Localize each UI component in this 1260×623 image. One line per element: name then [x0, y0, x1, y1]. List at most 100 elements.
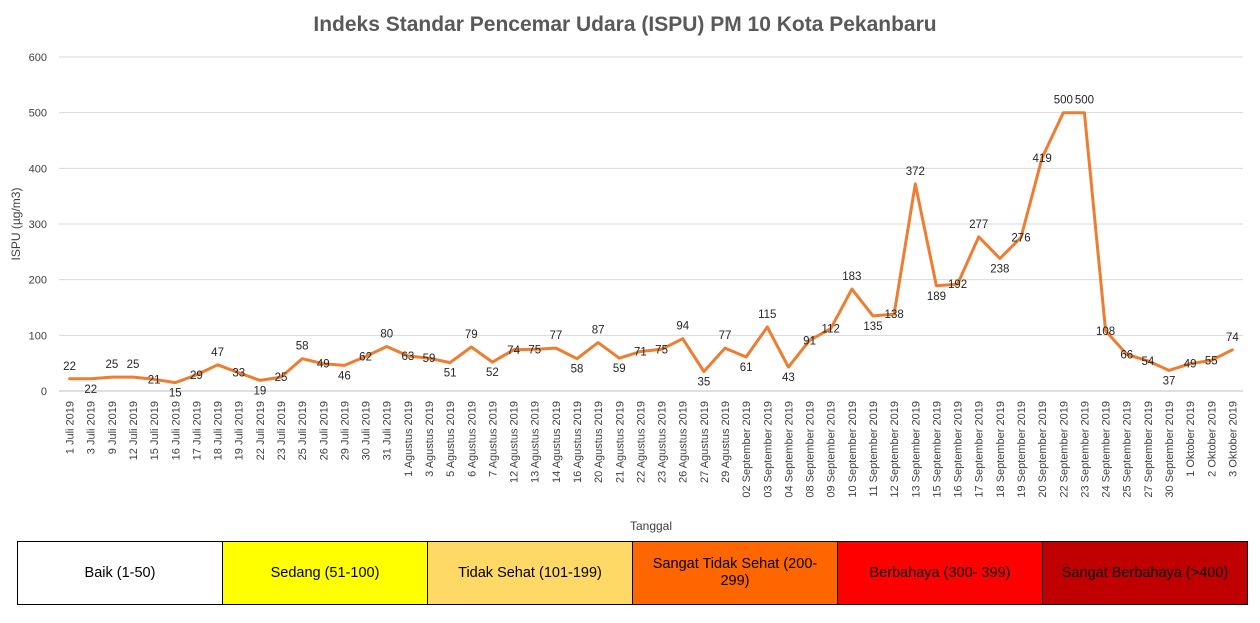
data-label: 71 [634, 346, 647, 358]
x-tick-label: 23 September 2019 [1079, 401, 1091, 498]
data-label: 372 [906, 166, 925, 178]
x-tick-label: 9 Juli 2019 [107, 401, 119, 454]
data-label: 59 [613, 363, 626, 375]
x-tick-label: 08 September 2019 [805, 401, 817, 498]
x-tick-label: 14 Agustus 2019 [551, 401, 563, 483]
chart-title: Indeks Standar Pencemar Udara (ISPU) PM … [313, 13, 936, 36]
data-label: 108 [1096, 326, 1115, 338]
data-label: 25 [127, 359, 140, 371]
data-label: 66 [1120, 349, 1133, 361]
legend-tidak-sehat: Tidak Sehat (101-199) [428, 542, 633, 604]
legend-sedang-label: Sedang (51-100) [270, 564, 380, 581]
ispu-line-chart: Indeks Standar Pencemar Udara (ISPU) PM … [9, 13, 1243, 533]
x-tick-label: 30 September 2019 [1164, 401, 1176, 498]
legend-berbahaya-label: Berbahaya (300- 399) [869, 564, 1011, 581]
data-label: 46 [338, 370, 351, 382]
x-tick-label: 03 September 2019 [762, 401, 774, 498]
data-label: 77 [719, 330, 732, 342]
data-label: 25 [275, 372, 288, 384]
legend-sangat-tidak-sehat: Sangat Tidak Sehat (200-299) [633, 542, 838, 604]
data-labels: 22 22 25 25 21 15 29 47 33 19 25 58 49 46 62 80 63 59 51 79… [63, 95, 1239, 400]
x-tick-label: 1 Agustus 2019 [403, 401, 415, 477]
series-line [68, 111, 1234, 385]
y-tick-label: 200 [29, 275, 47, 287]
data-label: 500 [1075, 95, 1094, 107]
x-tick-label: 04 September 2019 [783, 401, 795, 498]
data-label: 189 [927, 291, 946, 303]
data-label: 54 [1141, 356, 1154, 368]
legend-baik: Baik (1-50) [18, 542, 223, 604]
x-tick-label: 1 Oktober 2019 [1185, 401, 1197, 477]
x-tick-label: 16 September 2019 [953, 401, 965, 498]
x-tick-label: 1 Juli 2019 [65, 401, 77, 454]
x-tick-label: 10 September 2019 [847, 401, 859, 498]
x-tick-label: 09 September 2019 [826, 401, 838, 498]
data-label: 80 [380, 328, 393, 340]
legend-sangat-berbahaya-label: Sangat Berbahaya (>400) [1061, 564, 1229, 581]
y-axis-label: ISPU (µg/m3) [9, 188, 23, 261]
x-tick-label: 24 September 2019 [1101, 401, 1113, 498]
legend-sedang: Sedang (51-100) [223, 542, 428, 604]
x-tick-label: 16 Agustus 2019 [572, 401, 584, 483]
x-tick-label: 29 Agustus 2019 [720, 401, 732, 483]
data-label: 37 [1163, 375, 1176, 387]
data-label: 500 [1054, 95, 1073, 107]
y-tick-label: 500 [29, 108, 47, 120]
data-label: 238 [990, 264, 1009, 276]
data-label: 52 [486, 367, 499, 379]
x-tick-label: 18 September 2019 [995, 401, 1007, 498]
data-label: 79 [465, 329, 478, 341]
data-label: 112 [822, 324, 840, 336]
data-label: 75 [655, 344, 668, 356]
data-label: 74 [1226, 332, 1239, 344]
data-label: 58 [296, 341, 309, 353]
x-tick-label: 23 Agustus 2019 [657, 401, 669, 483]
data-label: 22 [63, 361, 76, 373]
x-tick-label: 12 Juli 2019 [128, 401, 140, 460]
x-tick-label: 29 Juli 2019 [339, 401, 351, 460]
y-tick-label: 300 [29, 219, 47, 231]
data-label: 115 [758, 309, 776, 321]
data-label: 87 [592, 325, 605, 337]
x-tick-label: 27 September 2019 [1143, 401, 1155, 498]
x-tick-label: 6 Agustus 2019 [466, 401, 478, 477]
y-tick-label: 0 [41, 386, 47, 398]
data-label: 74 [507, 345, 520, 357]
data-label: 22 [84, 384, 97, 396]
data-label: 29 [190, 370, 203, 382]
y-tick-label: 600 [29, 52, 47, 64]
x-tick-label: 2 Oktober 2019 [1206, 401, 1218, 477]
data-label: 94 [676, 321, 689, 333]
x-tick-label: 11 September 2019 [868, 401, 880, 497]
data-label: 138 [885, 309, 904, 321]
legend-baik-label: Baik (1-50) [84, 564, 156, 581]
x-tick-label: 3 Agustus 2019 [424, 401, 436, 477]
x-tick-label: 7 Agustus 2019 [487, 401, 499, 477]
data-label: 419 [1033, 153, 1052, 165]
data-label: 15 [169, 388, 182, 400]
data-label: 33 [232, 368, 245, 380]
data-label: 49 [317, 359, 330, 371]
data-label: 277 [969, 219, 988, 231]
data-label: 59 [423, 353, 436, 365]
x-tick-label: 26 Juli 2019 [318, 401, 330, 460]
data-label: 55 [1205, 355, 1218, 367]
x-tick-label: 02 September 2019 [741, 401, 753, 498]
data-label: 91 [803, 335, 816, 347]
x-tick-label: 18 Juli 2019 [213, 401, 225, 460]
x-tick-label: 25 Juli 2019 [297, 401, 309, 460]
x-tick-label: 16 Juli 2019 [170, 401, 182, 460]
data-label: 47 [211, 347, 224, 359]
data-label: 49 [1184, 359, 1197, 371]
data-label: 25 [105, 359, 118, 371]
data-label: 21 [148, 374, 161, 386]
data-label: 51 [444, 368, 457, 380]
x-tick-label: 17 Juli 2019 [191, 401, 203, 460]
x-tick-label: 3 Juli 2019 [86, 401, 98, 454]
gridlines [59, 56, 1243, 392]
x-axis-label: Tanggal [630, 519, 672, 533]
data-label: 35 [697, 377, 710, 389]
x-tick-label: 27 Agustus 2019 [699, 401, 711, 483]
data-label: 77 [549, 330, 562, 342]
legend-tidak-sehat-label: Tidak Sehat (101-199) [458, 564, 602, 581]
